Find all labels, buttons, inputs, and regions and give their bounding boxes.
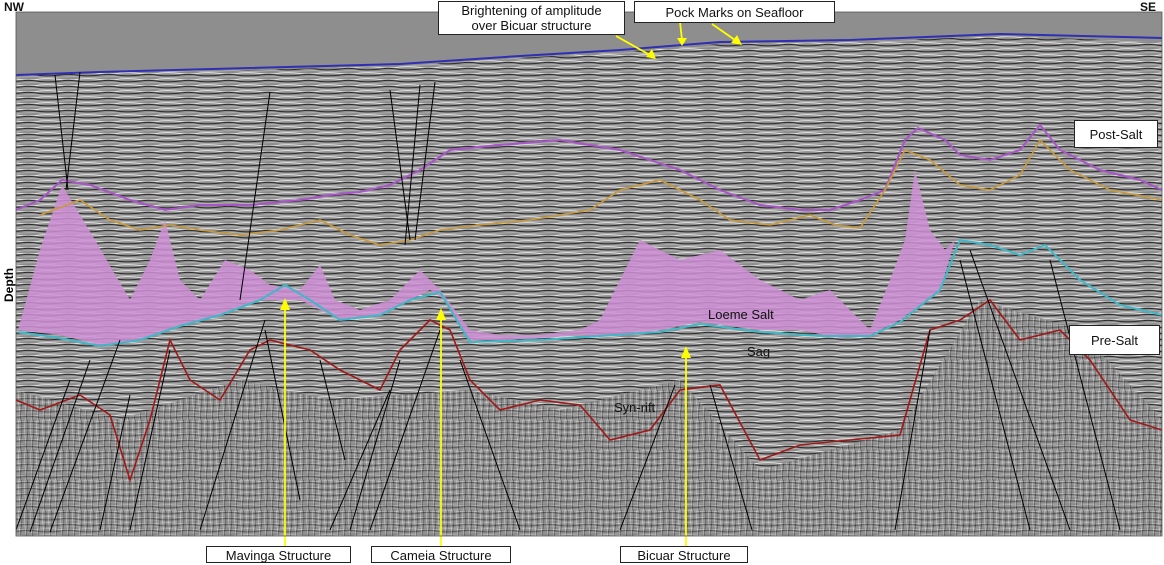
rift-horizon — [15, 298, 1163, 483]
depth-axis-label: Depth — [2, 268, 16, 302]
syn-rift-label: Syn-rift — [614, 400, 656, 415]
sag-label: Sag — [747, 344, 771, 359]
bicuar-structure-label: Bicuar Structure — [620, 546, 748, 563]
se-orientation-label: SE — [1140, 0, 1157, 14]
brightening-callout: Brightening of amplitude over Bicuar str… — [438, 1, 625, 35]
loeme-salt-body — [18, 170, 955, 345]
base-salt-horizon — [17, 238, 1163, 348]
post-salt-label: Post-Salt — [1074, 120, 1158, 148]
cameia-structure-label: Cameia Structure — [371, 546, 511, 563]
post-salt-horizon — [39, 138, 1163, 246]
pock-marks-callout: Pock Marks on Seafloor — [634, 1, 835, 23]
nw-orientation-label: NW — [4, 0, 24, 14]
top-salt-horizon — [15, 123, 1163, 212]
pre-salt-label: Pre-Salt — [1069, 325, 1160, 355]
fault-lines — [15, 71, 1121, 533]
seafloor-horizon — [15, 32, 1163, 76]
water-column — [16, 12, 1162, 76]
mavinga-structure-label: Mavinga Structure — [206, 546, 351, 563]
loeme-salt-label: Loeme Salt — [708, 307, 774, 322]
yellow-arrows — [280, 21, 742, 548]
